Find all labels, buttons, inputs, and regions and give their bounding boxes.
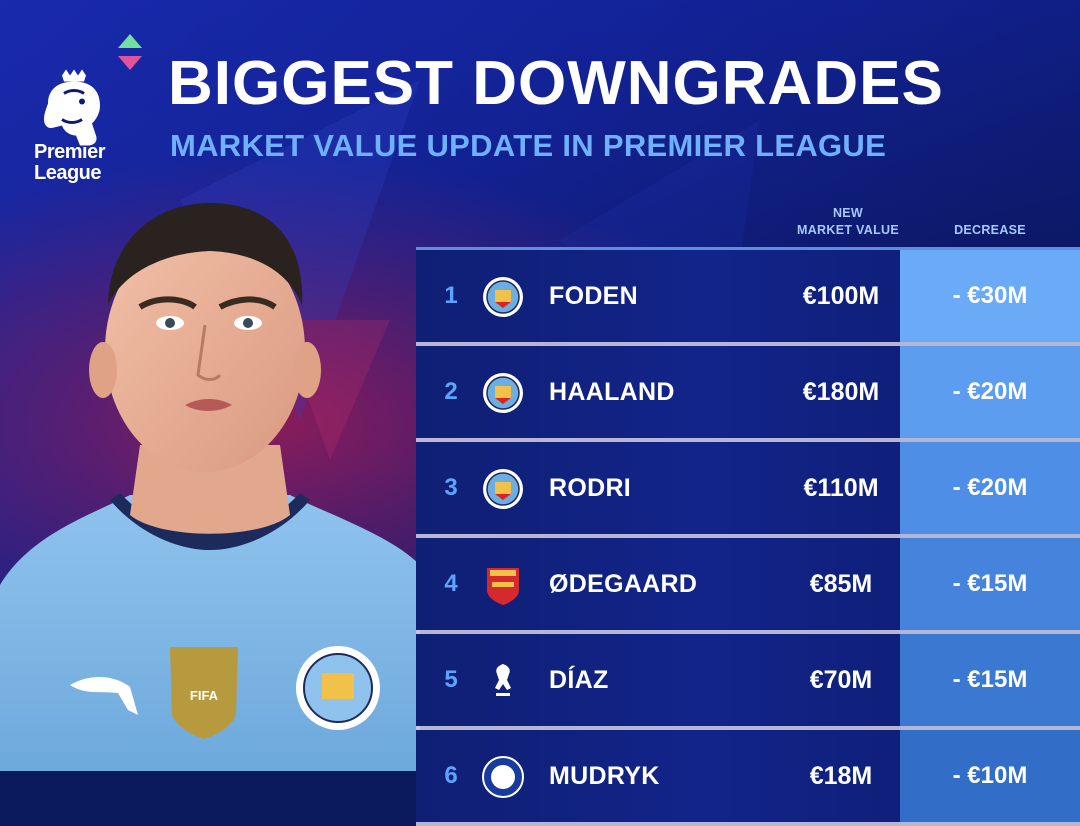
row-divider: [416, 630, 1080, 634]
player-name: HAALAND: [549, 377, 675, 406]
man-city-crest-icon: [483, 469, 523, 509]
player-name: RODRI: [549, 473, 632, 502]
column-header-decrease: DECREASE: [900, 222, 1080, 239]
chelsea-crest-icon: [482, 756, 524, 798]
market-value: €70M: [809, 665, 873, 694]
page-title: BIGGEST DOWNGRADES: [168, 49, 944, 118]
league-name-line2: League: [34, 162, 102, 184]
rank-number: 6: [444, 762, 458, 789]
table-row: 5 DÍAZ €70M - €15M: [416, 634, 1080, 730]
row-divider: [416, 438, 1080, 442]
rank-number: 5: [444, 666, 458, 693]
rank-number: 4: [444, 570, 458, 597]
decrease-value: - €10M: [900, 730, 1080, 822]
decrease-value: - €15M: [900, 538, 1080, 630]
market-value: €180M: [802, 377, 880, 406]
up-down-arrows-icon: [118, 34, 142, 70]
row-divider: [416, 822, 1080, 826]
rank-number: 1: [444, 282, 458, 309]
man-city-crest-icon: [483, 277, 523, 317]
row-divider: [416, 534, 1080, 538]
featured-player-photo: FIFA: [0, 203, 420, 771]
row-divider: [416, 342, 1080, 346]
premier-league-lion-icon: [44, 69, 100, 146]
player-name: FODEN: [549, 281, 638, 310]
player-name: DÍAZ: [549, 665, 609, 694]
premier-league-wordmark: Premier League: [34, 141, 106, 184]
column-header-value-line2: MARKET VALUE: [797, 223, 899, 237]
column-header-new-market-value: NEW MARKET VALUE: [788, 205, 908, 239]
row-divider: [416, 726, 1080, 730]
arsenal-crest-icon: [487, 568, 519, 605]
table-row: 4 ØDEGAARD €85M - €15M: [416, 538, 1080, 634]
rank-number: 2: [444, 378, 458, 405]
player-name: ØDEGAARD: [549, 569, 698, 598]
page-subtitle: MARKET VALUE UPDATE IN PREMIER LEAGUE: [170, 128, 887, 163]
header-divider: [416, 247, 1080, 250]
league-name-line1: Premier: [34, 141, 106, 163]
column-header-value-line1: NEW: [832, 206, 864, 220]
player-name: MUDRYK: [549, 761, 660, 790]
table-row: 3 RODRI €110M - €20M: [416, 442, 1080, 538]
decrease-value: - €20M: [900, 442, 1080, 534]
market-value: €85M: [809, 569, 873, 598]
table-row: 6 MUDRYK €18M - €10M: [416, 730, 1080, 826]
market-value: €100M: [802, 281, 880, 310]
decrease-value: - €20M: [900, 346, 1080, 438]
table-row: 2 HAALAND €180M - €20M: [416, 346, 1080, 442]
man-city-crest-icon: [483, 373, 523, 413]
column-header-decrease-label: DECREASE: [954, 223, 1026, 237]
market-value: €110M: [803, 473, 879, 502]
table-row: 1 FODEN €100M - €30M: [416, 250, 1080, 346]
rank-number: 3: [444, 474, 458, 501]
liverpool-crest-icon: [495, 664, 511, 696]
decrease-value: - €30M: [900, 250, 1080, 342]
svg-text:FIFA: FIFA: [190, 688, 219, 703]
row-background: [416, 634, 900, 726]
market-value: €18M: [809, 761, 873, 790]
decrease-value: - €15M: [900, 634, 1080, 726]
